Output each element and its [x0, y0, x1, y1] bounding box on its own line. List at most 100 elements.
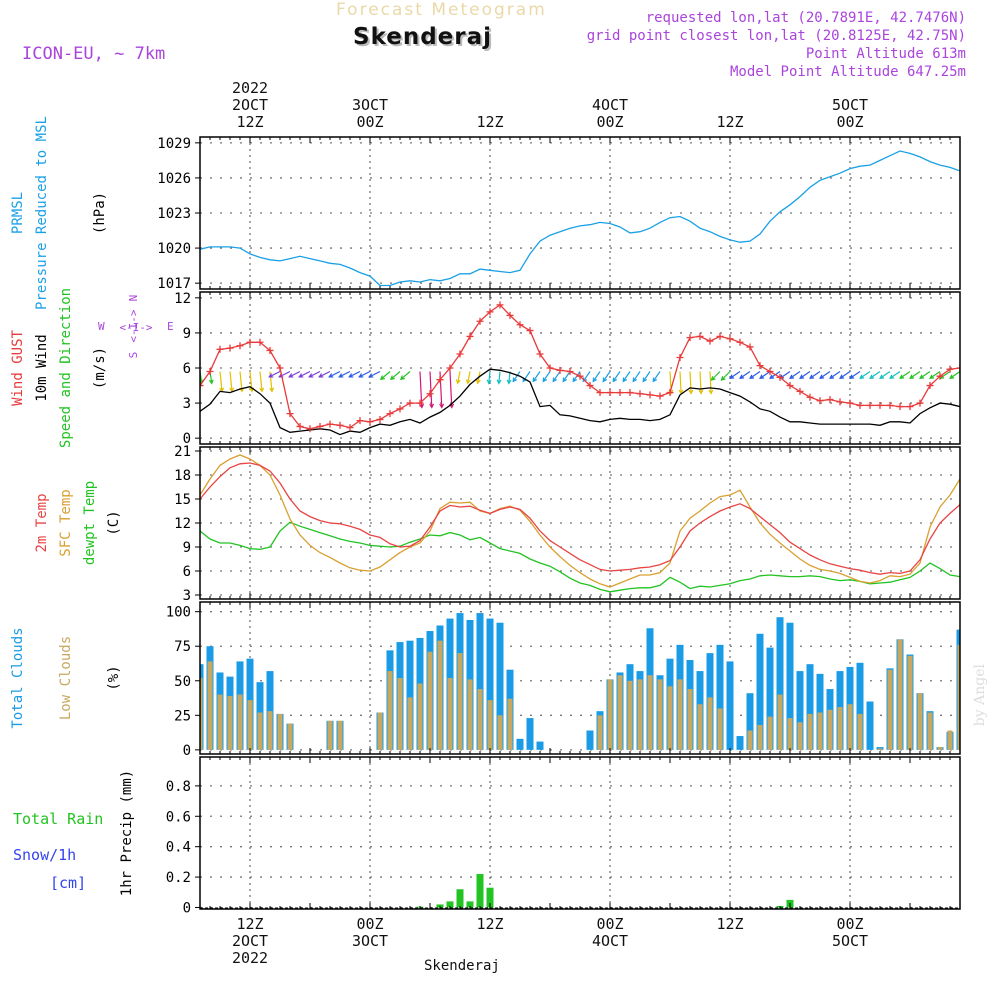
wind-arrow	[552, 371, 561, 383]
low-cloud-bar	[677, 679, 683, 750]
bottom-axis-label: 12Z	[716, 915, 743, 933]
y-tick-label: 1026	[157, 171, 191, 187]
total-cloud-bar	[266, 671, 274, 750]
wind-arrow	[506, 371, 512, 385]
footer-station: Skenderaj	[424, 958, 500, 974]
wind-arrow	[819, 371, 831, 380]
total-cloud-bar	[796, 671, 804, 750]
wind-arrow	[829, 371, 841, 380]
gust-marker	[706, 337, 714, 345]
low-cloud-bar	[507, 698, 513, 750]
wind-arrow	[739, 371, 751, 380]
top-axis-label: 3OCT	[352, 96, 388, 114]
wind-arrow	[729, 371, 741, 380]
gust-marker	[746, 343, 754, 351]
model-label: ICON-EU, ~ 7km	[22, 44, 166, 64]
low-cloud-bar	[837, 707, 843, 750]
gust-marker	[616, 389, 624, 397]
y-tick-label: 0	[183, 900, 191, 916]
low-cloud-bar	[627, 680, 633, 750]
low-cloud-bar	[847, 704, 853, 750]
low-cloud-bar	[697, 704, 703, 750]
low-cloud-bar	[377, 712, 383, 750]
wind-arrow	[338, 370, 351, 378]
bottom-axis-label: 00Z	[596, 915, 623, 933]
top-axis-label: 00Z	[596, 113, 623, 131]
precip-grid	[200, 757, 960, 909]
gust-marker	[806, 393, 814, 401]
gust-marker	[436, 376, 444, 384]
wind-arrow	[268, 370, 281, 378]
gust-marker	[236, 342, 244, 350]
low-cloud-bar	[257, 712, 263, 750]
low-cloud-bar	[397, 678, 403, 750]
gust-marker	[200, 382, 204, 390]
clouds-panel: 0 25 50 75 100 Total Clouds Low Clouds (%)	[10, 601, 961, 759]
gust-marker	[546, 364, 554, 372]
low-cloud-bar	[267, 711, 273, 750]
wind-arrow	[632, 371, 641, 383]
wind-arrow	[642, 371, 651, 383]
precip-unit: 1hr Precip (mm)	[119, 770, 135, 896]
total-cloud-bar	[876, 747, 884, 750]
low-cloud-bar	[907, 655, 913, 750]
wind-arrow	[919, 371, 931, 380]
gust-marker	[306, 425, 314, 433]
chart-subtitle: Forecast Meteogram	[336, 0, 547, 20]
gust-marker	[296, 422, 304, 430]
low-cloud-bar	[957, 644, 960, 750]
top-axis-label: 12Z	[236, 113, 263, 131]
y-tick-label: 1023	[157, 206, 191, 222]
pressure-y-ticks: 1017 1020 1023 1026 1029	[157, 136, 951, 292]
wind-arrow	[389, 371, 401, 381]
pressure-unit: (hPa)	[92, 192, 108, 234]
gust-marker	[446, 364, 454, 372]
y-tick-label: 1020	[157, 241, 191, 257]
bottom-axis-label: 00Z	[836, 915, 863, 933]
gust-marker	[676, 353, 684, 361]
gust-marker	[596, 389, 604, 397]
gust-marker	[956, 364, 960, 372]
wind-label-speed-dir: Speed and Direction	[58, 288, 74, 448]
y-tick-label: 1029	[157, 136, 191, 152]
wind-arrow	[789, 371, 801, 380]
wind-compass: W E N S <-I-> <-I->	[98, 295, 174, 359]
compass-south: S	[127, 352, 140, 359]
gust-marker	[336, 421, 344, 429]
low-cloud-bar	[667, 686, 673, 750]
y-tick-label: 18	[174, 468, 191, 484]
wind-arrow	[809, 371, 821, 380]
wind-arrow	[455, 371, 461, 385]
wind-arrow	[859, 371, 871, 380]
dewpoint-line	[200, 521, 960, 593]
low-cloud-bar	[747, 730, 753, 750]
low-cloud-bar	[407, 697, 413, 750]
low-cloud-bar	[807, 713, 813, 750]
total-cloud-bar	[816, 673, 824, 750]
y-tick-label: 9	[183, 540, 191, 556]
gust-marker	[386, 410, 394, 418]
wind-arrow	[542, 371, 551, 383]
low-cloud-bar	[227, 695, 233, 750]
total-cloud-bar	[536, 741, 544, 750]
gust-marker	[476, 317, 484, 325]
low-cloud-bar	[767, 716, 773, 750]
requested-coords: requested lon,lat (20.7891E, 42.7476N)	[645, 10, 966, 26]
low-cloud-bar	[457, 653, 463, 750]
gust-marker	[406, 399, 414, 407]
gust-marker	[906, 403, 914, 411]
gust-marker	[246, 338, 254, 346]
low-cloud-bar	[657, 679, 663, 750]
low-cloud-bar	[897, 639, 903, 750]
temp-label-2m: 2m Temp	[34, 493, 50, 552]
y-tick-label: 1017	[157, 276, 191, 292]
bottom-axis-label: 00Z	[356, 915, 383, 933]
wind-arrow	[512, 371, 521, 383]
clouds-frame	[199, 601, 961, 755]
gust-marker	[766, 368, 774, 376]
gust-marker	[526, 327, 534, 335]
total-cloud-bar	[776, 617, 784, 750]
total-cloud-bar	[526, 718, 534, 750]
